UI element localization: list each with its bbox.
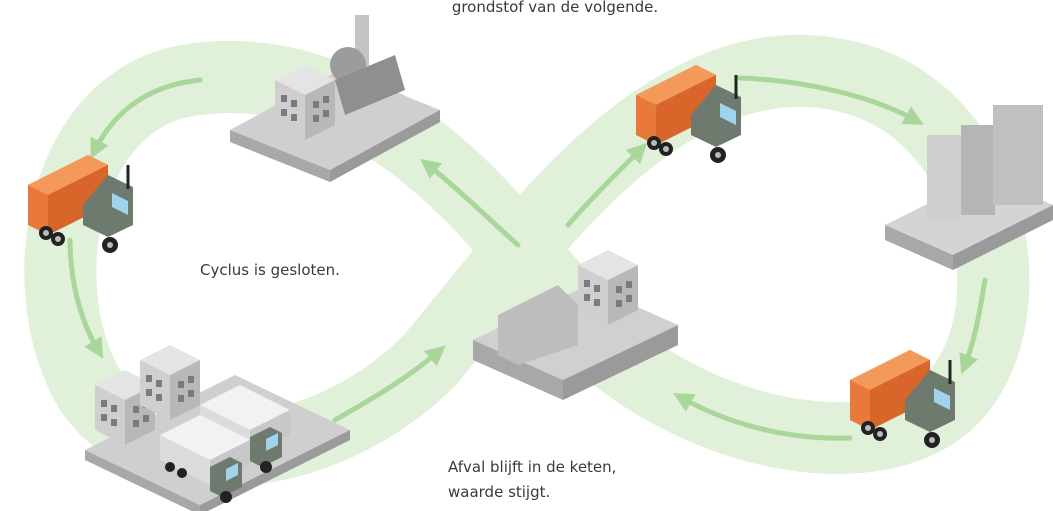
flow-arrows	[67, 75, 988, 441]
caption-bottom: waarde stijgt.	[448, 483, 550, 501]
depot	[85, 345, 350, 511]
factory	[230, 15, 440, 182]
caption-center: Cyclus is gesloten.	[200, 261, 340, 279]
offices	[885, 105, 1053, 270]
caption-top: grondstof van de volgende.	[452, 0, 658, 16]
plant	[473, 250, 678, 400]
caption-bottom: Afval blijft in de keten,	[448, 458, 616, 476]
